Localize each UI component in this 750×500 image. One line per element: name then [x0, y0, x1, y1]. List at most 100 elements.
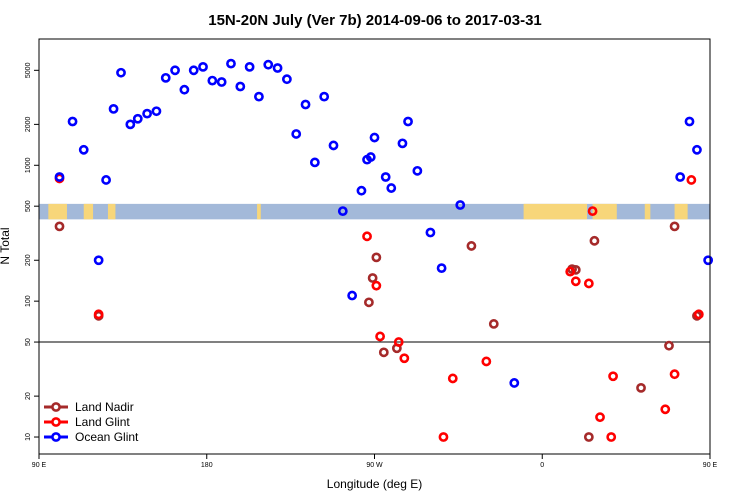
x-tick-label: 0 [540, 462, 544, 469]
data-point [198, 61, 208, 72]
data-point [101, 175, 111, 185]
y-tick-label: 1000 [25, 157, 32, 173]
y-tick-label: 100 [25, 295, 32, 307]
y-tick-label: 50 [25, 338, 32, 346]
data-point [365, 152, 376, 162]
data-point [93, 309, 104, 320]
data-point [455, 200, 466, 210]
data-point [188, 65, 199, 76]
data-points [54, 58, 714, 442]
data-point [54, 221, 65, 232]
data-point [583, 278, 594, 289]
data-point [93, 255, 104, 266]
data-point [684, 116, 695, 127]
data-point [309, 157, 320, 168]
data-point [378, 347, 389, 358]
data-point [272, 63, 283, 73]
data-point [412, 165, 423, 176]
y-tick-label: 20 [25, 392, 32, 400]
data-point [660, 404, 671, 415]
legend-swatch-marker [51, 402, 61, 412]
data-point [669, 221, 680, 232]
y-axis: 10 20 50 100 200 500 1000 2000 5000 [25, 62, 39, 441]
data-point [669, 369, 680, 380]
x-tick-label: 90 E [703, 462, 718, 469]
data-point [636, 382, 646, 393]
data-point [583, 432, 594, 442]
data-point [587, 206, 598, 217]
data-point [371, 280, 382, 291]
data-point [375, 331, 385, 342]
legend-swatch-marker [51, 417, 61, 427]
data-point [170, 65, 180, 76]
legend-swatch-marker [51, 432, 61, 442]
data-point [686, 175, 697, 185]
series-land-nadir [54, 221, 702, 442]
data-point [703, 255, 714, 266]
data-point [403, 116, 413, 127]
data-point [54, 172, 65, 182]
data-point [179, 84, 190, 95]
land-band [674, 203, 688, 220]
data-point [142, 108, 153, 119]
data-point [425, 227, 436, 238]
data-point [356, 185, 367, 196]
map-strip [39, 203, 710, 220]
data-point [263, 59, 274, 70]
data-point [664, 340, 674, 351]
data-point [693, 309, 704, 320]
land-band [257, 203, 261, 220]
data-point [160, 72, 171, 83]
data-point [337, 206, 348, 217]
data-point [397, 138, 408, 149]
data-point [436, 263, 447, 274]
data-point [608, 371, 618, 382]
data-point [244, 61, 255, 72]
data-point [116, 67, 126, 78]
data-point [367, 273, 378, 283]
y-tick-label: 2000 [25, 116, 32, 132]
x-tick-label: 90 W [366, 462, 383, 469]
legend-label: Land Nadir [75, 400, 134, 414]
data-point [132, 113, 143, 124]
y-tick-label: 500 [25, 200, 32, 212]
y-tick-label: 200 [25, 254, 32, 266]
data-point [595, 412, 605, 423]
data-point [466, 241, 477, 251]
data-point [589, 235, 600, 246]
data-point [151, 106, 162, 117]
data-point [291, 129, 302, 139]
data-point [371, 252, 382, 263]
legend-label: Land Glint [75, 415, 130, 429]
series-land-glint [54, 173, 704, 442]
data-point [481, 356, 492, 367]
series-ocean-glint [54, 58, 714, 388]
data-point [108, 103, 119, 114]
data-point [125, 119, 136, 130]
x-axis-label: Longitude (deg E) [327, 477, 422, 491]
data-point [67, 116, 78, 127]
data-point [216, 77, 227, 87]
data-point [692, 144, 702, 155]
land-band [523, 203, 587, 220]
plot-frame [38, 38, 711, 455]
data-point [399, 353, 410, 364]
data-point [570, 276, 581, 287]
data-point [380, 172, 391, 182]
data-point [362, 231, 372, 242]
data-point [328, 140, 339, 151]
data-point [565, 266, 576, 277]
data-point [235, 81, 246, 92]
data-point [254, 91, 264, 102]
data-point [675, 172, 686, 182]
data-point [281, 74, 292, 85]
data-point [369, 132, 380, 143]
x-axis: 90 E 180 90 W 0 90 E [32, 454, 718, 469]
data-point [438, 432, 449, 442]
data-point [509, 378, 520, 388]
data-point [364, 297, 374, 308]
data-point [207, 75, 218, 86]
data-point [226, 58, 236, 69]
data-point [78, 144, 89, 155]
